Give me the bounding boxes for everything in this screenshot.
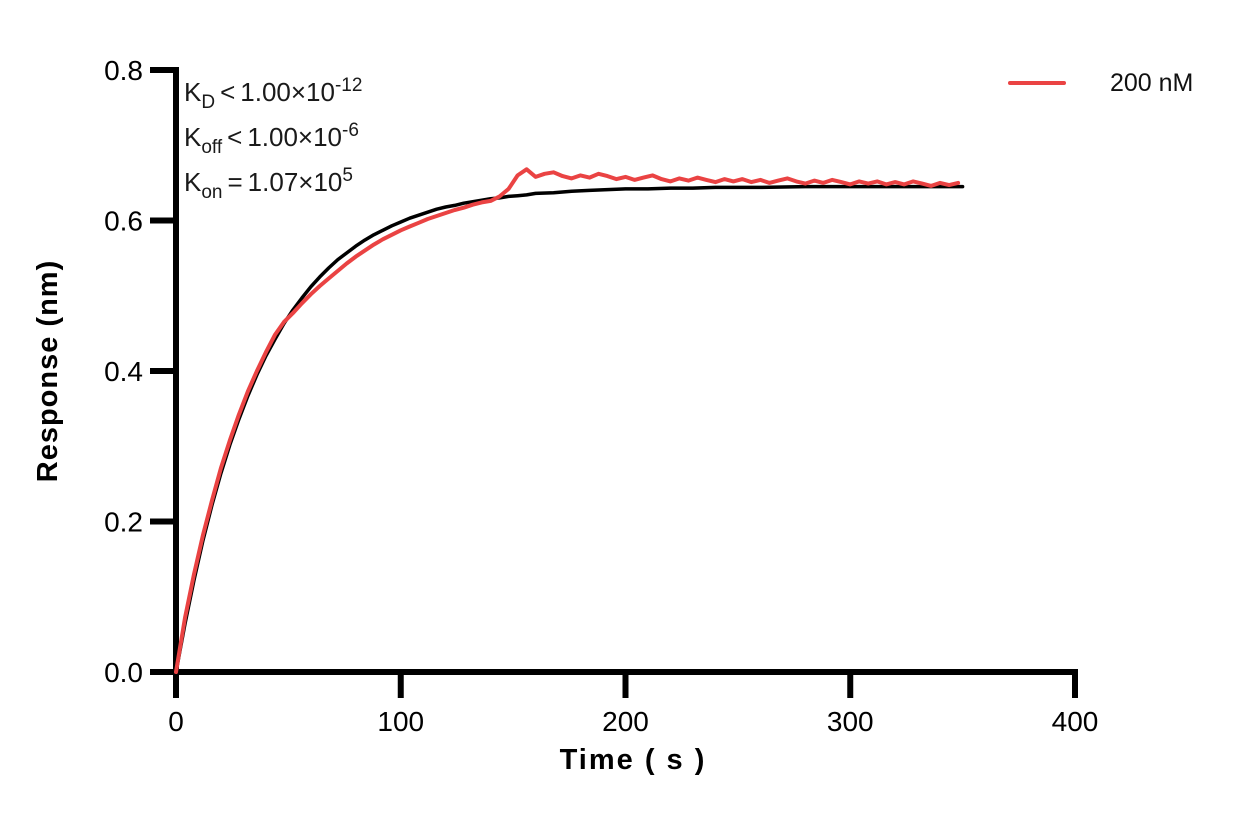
legend-line-swatch <box>1008 81 1066 85</box>
koff-subscript: off <box>201 137 223 158</box>
kd-operator: < <box>220 77 237 107</box>
koff-value: 1.00×10 <box>247 122 343 152</box>
kon-subscript: on <box>201 182 223 203</box>
y-tick-label: 0.8 <box>104 55 143 86</box>
koff-symbol: K <box>184 122 202 152</box>
kinetics-line-koff: Koff <1.00×10-6 <box>184 115 362 160</box>
series-fitted-curve <box>174 184 965 674</box>
kinetics-annotations: KD <1.00×10-12 Koff <1.00×10-6 Kon = 1.07×10… <box>184 70 362 205</box>
kd-value: 1.00×10 <box>240 77 335 107</box>
y-tick-label: 0.0 <box>104 657 143 688</box>
kon-operator: = <box>227 167 244 197</box>
y-tick-label: 0.4 <box>104 356 143 387</box>
x-tick-label: 200 <box>602 706 649 737</box>
koff-exponent: -6 <box>342 120 359 141</box>
series-measured-data <box>174 167 961 674</box>
kd-subscript: D <box>201 92 216 113</box>
kd-exponent: -12 <box>334 75 363 96</box>
koff-operator: < <box>227 122 244 152</box>
x-tick-label: 100 <box>377 706 424 737</box>
kon-exponent: 5 <box>342 165 353 186</box>
kinetics-line-kon: Kon = 1.07×105 <box>184 160 362 205</box>
x-tick-label: 300 <box>827 706 874 737</box>
x-tick-label: 400 <box>1052 706 1099 737</box>
x-tick-label: 0 <box>168 706 184 737</box>
y-tick-label: 0.2 <box>104 507 143 538</box>
legend: 200 nM <box>1008 66 1193 100</box>
kon-symbol: K <box>184 167 202 197</box>
kinetics-line-kd: KD <1.00×10-12 <box>184 70 362 115</box>
kon-value: 1.07×10 <box>247 167 343 197</box>
y-tick-label: 0.6 <box>104 206 143 237</box>
legend-label: 200 nM <box>1110 68 1194 97</box>
kd-symbol: K <box>184 77 202 107</box>
x-axis-title: Time ( s ) <box>560 744 707 776</box>
y-axis-title: Response (nm) <box>32 260 64 482</box>
